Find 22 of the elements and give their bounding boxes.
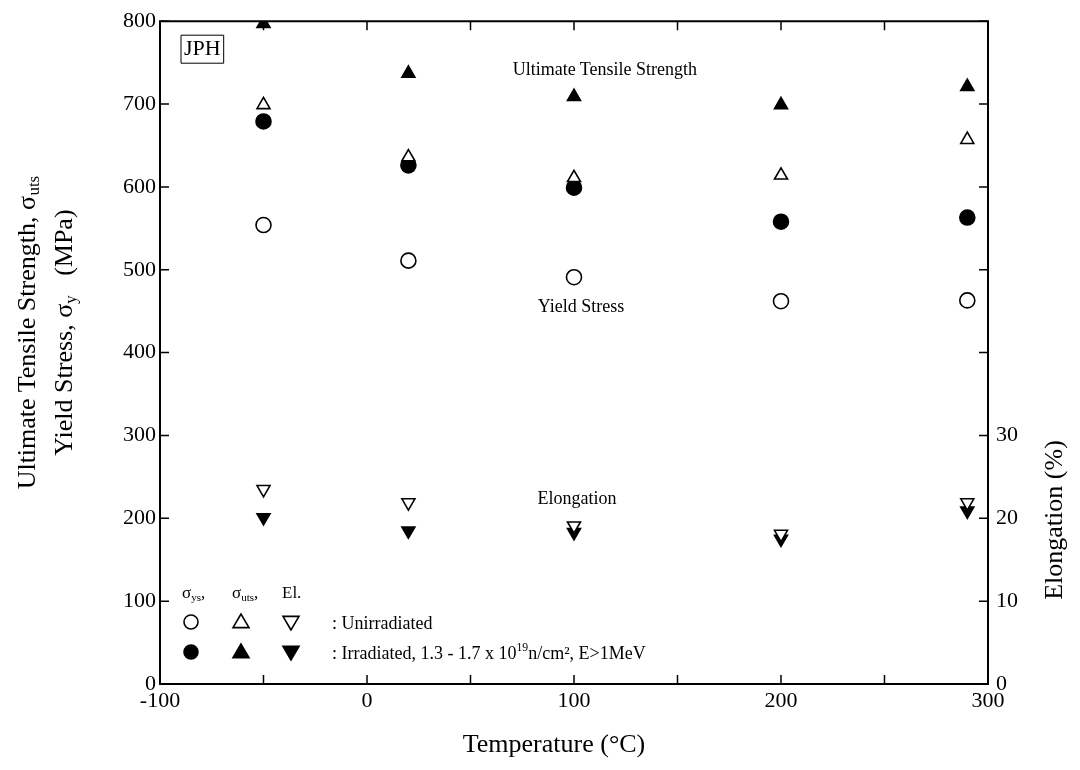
y2-tick-label: 10 (996, 586, 1018, 612)
annotation: Ultimate Tensile Strength (512, 58, 698, 79)
y-tick-label: 500 (123, 255, 156, 281)
y2-tick-label: 30 (996, 421, 1018, 447)
x-tick-label: 100 (557, 686, 591, 712)
y-tick-label: 600 (123, 172, 156, 198)
y2-axis-title: Elongation (%) (1038, 440, 1068, 600)
x-tick-label: 0 (361, 686, 373, 712)
annotation: Elongation (537, 487, 617, 508)
y-tick-label: 400 (123, 338, 156, 364)
annotation: JPH (184, 34, 221, 60)
y-tick-label: 800 (123, 6, 156, 32)
y2-tick-label: 20 (996, 504, 1018, 530)
y-tick-label: 100 (123, 586, 156, 612)
annotation: : Unirradiated (332, 612, 433, 633)
y-tick-label: 300 (123, 421, 156, 447)
annotation: El. (282, 583, 302, 603)
y-tick-label: 200 (123, 504, 156, 530)
x-tick-label: 200 (764, 686, 798, 712)
x-axis-title: Temperature (°C) (462, 728, 646, 758)
annotation: Yield Stress (537, 295, 625, 316)
y-tick-label: 700 (123, 89, 156, 115)
